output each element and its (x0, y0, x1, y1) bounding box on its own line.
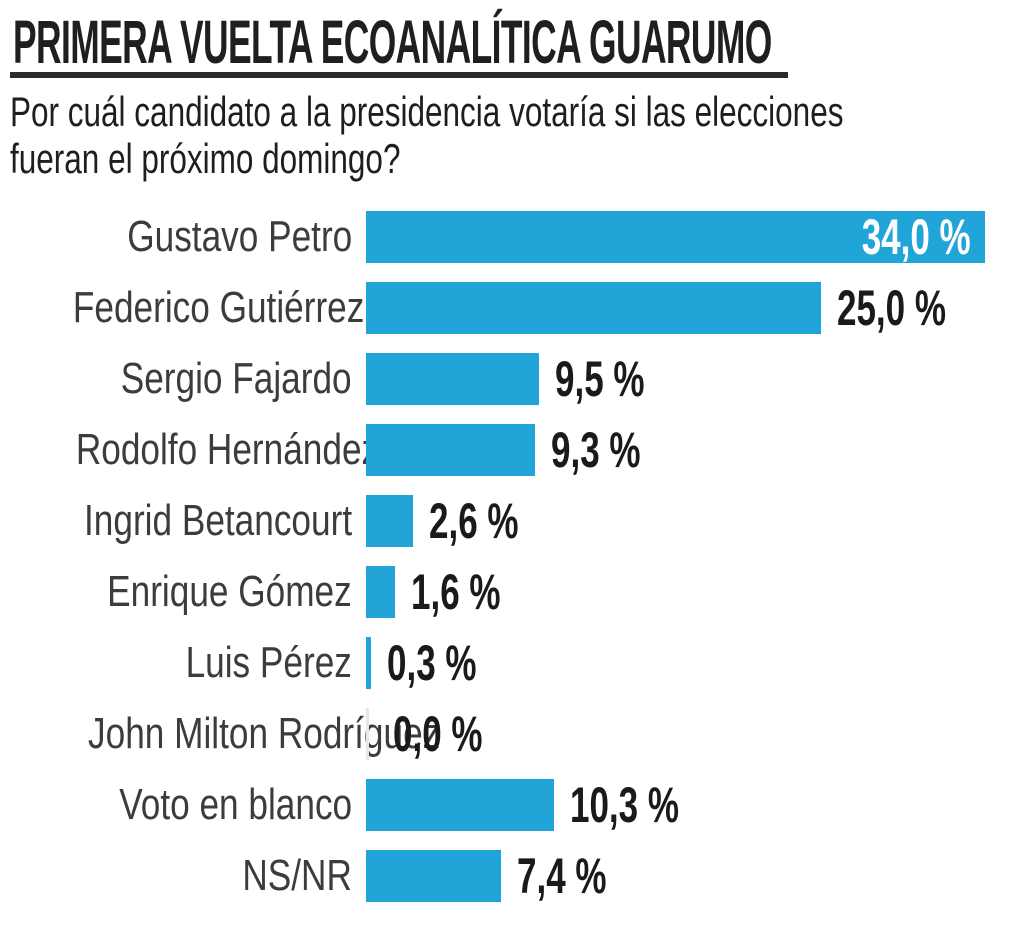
chart-question-line-2: fueran el próximo domingo? (10, 135, 401, 182)
value-label: 10,3 % (570, 777, 679, 833)
category-label-text: Rodolfo Hernández (75, 425, 380, 474)
category-label: John Milton Rodríguez (0, 712, 440, 756)
bar-zone: 34,0 % (366, 211, 1024, 263)
bar-zone: 1,6 % (366, 566, 1024, 618)
page-title-text: PRIMERA VUELTA ECOANALÍTICA GUARUMO (13, 8, 772, 76)
category-label: Enrique Gómez (0, 570, 352, 614)
bar-row: Ingrid Betancourt 2,6 % (0, 495, 1024, 547)
bar (366, 708, 369, 760)
bar-row: Sergio Fajardo 9,5 % (0, 353, 1024, 405)
title-underline (10, 72, 788, 78)
bar-zone: 25,0 % (366, 282, 1024, 334)
bar-row: Enrique Gómez 1,6 % (0, 566, 1024, 618)
bar (366, 566, 395, 618)
bar (366, 211, 985, 263)
bar (366, 495, 413, 547)
bar-chart: Gustavo Petro 34,0 % Federico Gutiérrez 25,… (0, 211, 1024, 921)
category-label-text: NS/NR (242, 851, 352, 900)
bar (366, 850, 501, 902)
bar (366, 637, 371, 689)
bar-zone: 0,0 % (366, 708, 1024, 760)
value-label: 25,0 % (837, 280, 946, 336)
bar-zone: 10,3 % (366, 779, 1024, 831)
category-label-text: Federico Gutiérrez (72, 283, 365, 332)
bar-zone: 0,3 % (366, 637, 1024, 689)
value-label: 7,4 % (517, 848, 607, 904)
bar-row: NS/NR 7,4 % (0, 850, 1024, 902)
category-label: Federico Gutiérrez (0, 286, 364, 330)
category-label-text: Enrique Gómez (107, 567, 352, 616)
bar-zone: 9,3 % (366, 424, 1024, 476)
bar-row: Federico Gutiérrez 25,0 % (0, 282, 1024, 334)
bar-row: Luis Pérez 0,3 % (0, 637, 1024, 689)
bar-row: Rodolfo Hernández 9,3 % (0, 424, 1024, 476)
category-label: NS/NR (0, 854, 352, 898)
category-label-text: Luis Pérez (185, 638, 352, 687)
category-label: Gustavo Petro (0, 215, 352, 259)
value-label: 0,3 % (387, 635, 477, 691)
category-label-text: Sergio Fajardo (121, 354, 352, 403)
bar-zone: 7,4 % (366, 850, 1024, 902)
bar (366, 779, 554, 831)
bar-row: John Milton Rodríguez 0,0 % (0, 708, 1024, 760)
bar (366, 282, 821, 334)
value-label: 34,0 % (862, 209, 971, 265)
value-label: 0,0 % (393, 706, 483, 762)
value-label: 2,6 % (429, 493, 519, 549)
value-label: 9,3 % (551, 422, 641, 478)
page-title: PRIMERA VUELTA ECOANALÍTICA GUARUMO (13, 12, 1024, 73)
category-label-text: Voto en blanco (119, 780, 352, 829)
bar-row: Gustavo Petro 34,0 % (0, 211, 1024, 263)
bar-zone: 9,5 % (366, 353, 1024, 405)
category-label: Ingrid Betancourt (0, 499, 352, 543)
category-label: Rodolfo Hernández (0, 428, 379, 472)
category-label: Sergio Fajardo (0, 357, 352, 401)
category-label-text: Gustavo Petro (126, 212, 352, 261)
bar-row: Voto en blanco 10,3 % (0, 779, 1024, 831)
category-label-text: John Milton Rodríguez (88, 709, 441, 758)
value-label: 1,6 % (411, 564, 501, 620)
chart-question-line-1: Por cuál candidato a la presidencia vota… (10, 88, 844, 135)
chart-question: Por cuál candidato a la presidencia vota… (10, 88, 1024, 182)
value-label: 9,5 % (555, 351, 645, 407)
category-label: Voto en blanco (0, 783, 352, 827)
bar-zone: 2,6 % (366, 495, 1024, 547)
bar (366, 353, 539, 405)
bar (366, 424, 535, 476)
category-label-text: Ingrid Betancourt (83, 496, 352, 545)
category-label: Luis Pérez (0, 641, 352, 685)
